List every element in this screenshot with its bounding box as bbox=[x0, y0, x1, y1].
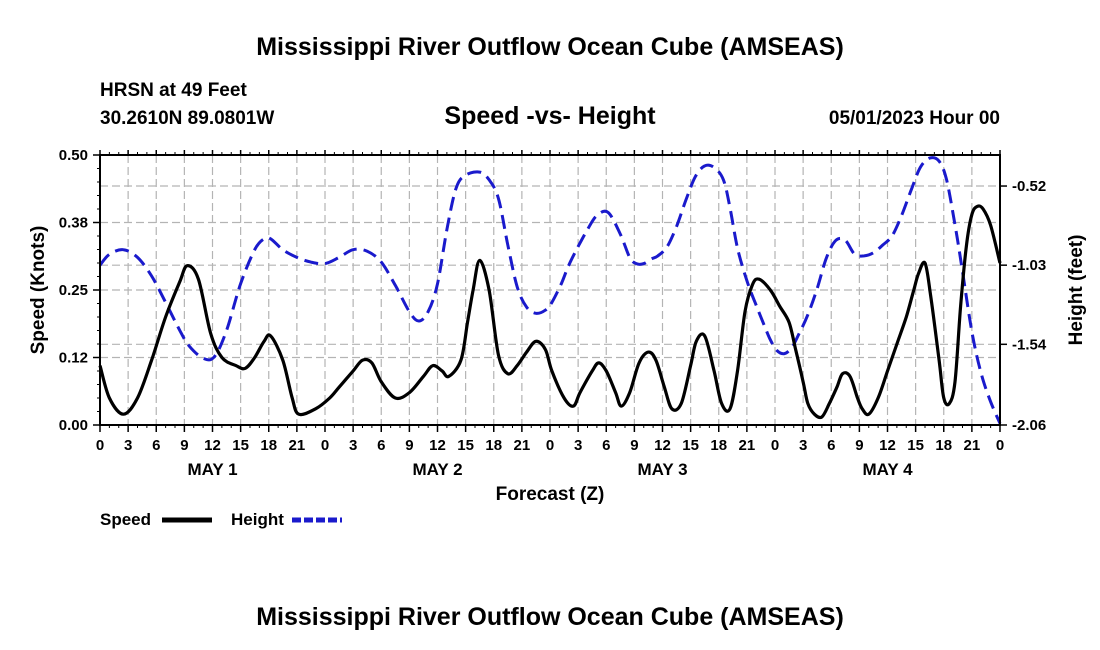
x-tick-label: 21 bbox=[964, 437, 981, 454]
x-tick-label: 18 bbox=[710, 437, 727, 454]
y2-axis-label: Height (feet) bbox=[1066, 235, 1087, 346]
y-axis-label: Speed (Knots) bbox=[28, 226, 49, 355]
y2-tick-label: -1.54 bbox=[1012, 336, 1047, 353]
grid bbox=[100, 155, 1000, 426]
x-tick-label: 9 bbox=[630, 437, 638, 454]
day-label: MAY 4 bbox=[862, 460, 913, 479]
legend-height-label: Height bbox=[231, 510, 284, 529]
station-label: HRSN at 49 Feet bbox=[100, 80, 247, 101]
x-tick-label: 0 bbox=[321, 437, 329, 454]
y2-tick-label: -1.03 bbox=[1012, 257, 1046, 274]
y-tick-label: 0.50 bbox=[59, 147, 88, 164]
y2-tick-label: -0.52 bbox=[1012, 178, 1046, 195]
x-tick-label: 12 bbox=[429, 437, 446, 454]
chart-subtitle: Speed -vs- Height bbox=[444, 102, 656, 130]
x-tick-label: 15 bbox=[457, 437, 474, 454]
x-tick-label: 9 bbox=[405, 437, 413, 454]
x-tick-label: 9 bbox=[855, 437, 863, 454]
day-label: MAY 2 bbox=[412, 460, 462, 479]
x-tick-label: 15 bbox=[907, 437, 924, 454]
x-tick-label: 0 bbox=[996, 437, 1004, 454]
day-label: MAY 3 bbox=[637, 460, 687, 479]
x-tick-label: 0 bbox=[96, 437, 104, 454]
series-group bbox=[98, 156, 1002, 425]
y-tick-label: 0.38 bbox=[59, 215, 88, 232]
x-tick-label: 3 bbox=[799, 437, 807, 454]
x-tick-label: 21 bbox=[514, 437, 531, 454]
height-series-line bbox=[98, 156, 1002, 425]
axes: 0 3 6 9 12 15 18 21 0 3 6 9 12 15 18 21 0 3 6 9 12 15 18 21 0 3 6 9… bbox=[59, 147, 1047, 479]
legend-speed-label: Speed bbox=[100, 510, 151, 529]
x-axis-label: Forecast (Z) bbox=[496, 484, 605, 505]
y-tick-label: 0.00 bbox=[59, 417, 88, 434]
legend: Speed Height bbox=[100, 510, 342, 529]
x-tick-label: 3 bbox=[349, 437, 357, 454]
x-tick-label: 0 bbox=[546, 437, 554, 454]
x-tick-label: 18 bbox=[485, 437, 502, 454]
speed-series-line bbox=[98, 204, 1002, 420]
x-tick-label: 15 bbox=[232, 437, 249, 454]
coords-label: 30.2610N 89.0801W bbox=[100, 108, 274, 129]
x-tick-label: 6 bbox=[602, 437, 610, 454]
x-tick-label: 18 bbox=[935, 437, 952, 454]
x-tick-label: 6 bbox=[377, 437, 385, 454]
footer-title: Mississippi River Outflow Ocean Cube (AM… bbox=[256, 603, 844, 631]
x-tick-label: 21 bbox=[739, 437, 756, 454]
x-tick-label: 9 bbox=[180, 437, 188, 454]
x-tick-label: 12 bbox=[654, 437, 671, 454]
x-tick-label: 3 bbox=[124, 437, 132, 454]
x-tick-label: 21 bbox=[289, 437, 306, 454]
x-tick-label: 3 bbox=[574, 437, 582, 454]
x-tick-label: 0 bbox=[771, 437, 779, 454]
x-tick-label: 18 bbox=[260, 437, 277, 454]
x-tick-label: 6 bbox=[827, 437, 835, 454]
y-tick-label: 0.25 bbox=[59, 282, 88, 299]
x-tick-label: 6 bbox=[152, 437, 160, 454]
y2-tick-label: -2.06 bbox=[1012, 417, 1046, 434]
datetime-label: 05/01/2023 Hour 00 bbox=[829, 108, 1000, 129]
x-tick-label: 12 bbox=[204, 437, 221, 454]
day-label: MAY 1 bbox=[187, 460, 237, 479]
x-tick-label: 15 bbox=[682, 437, 699, 454]
page-title: Mississippi River Outflow Ocean Cube (AM… bbox=[256, 33, 844, 61]
x-tick-label: 12 bbox=[879, 437, 896, 454]
y-tick-label: 0.12 bbox=[59, 350, 88, 367]
